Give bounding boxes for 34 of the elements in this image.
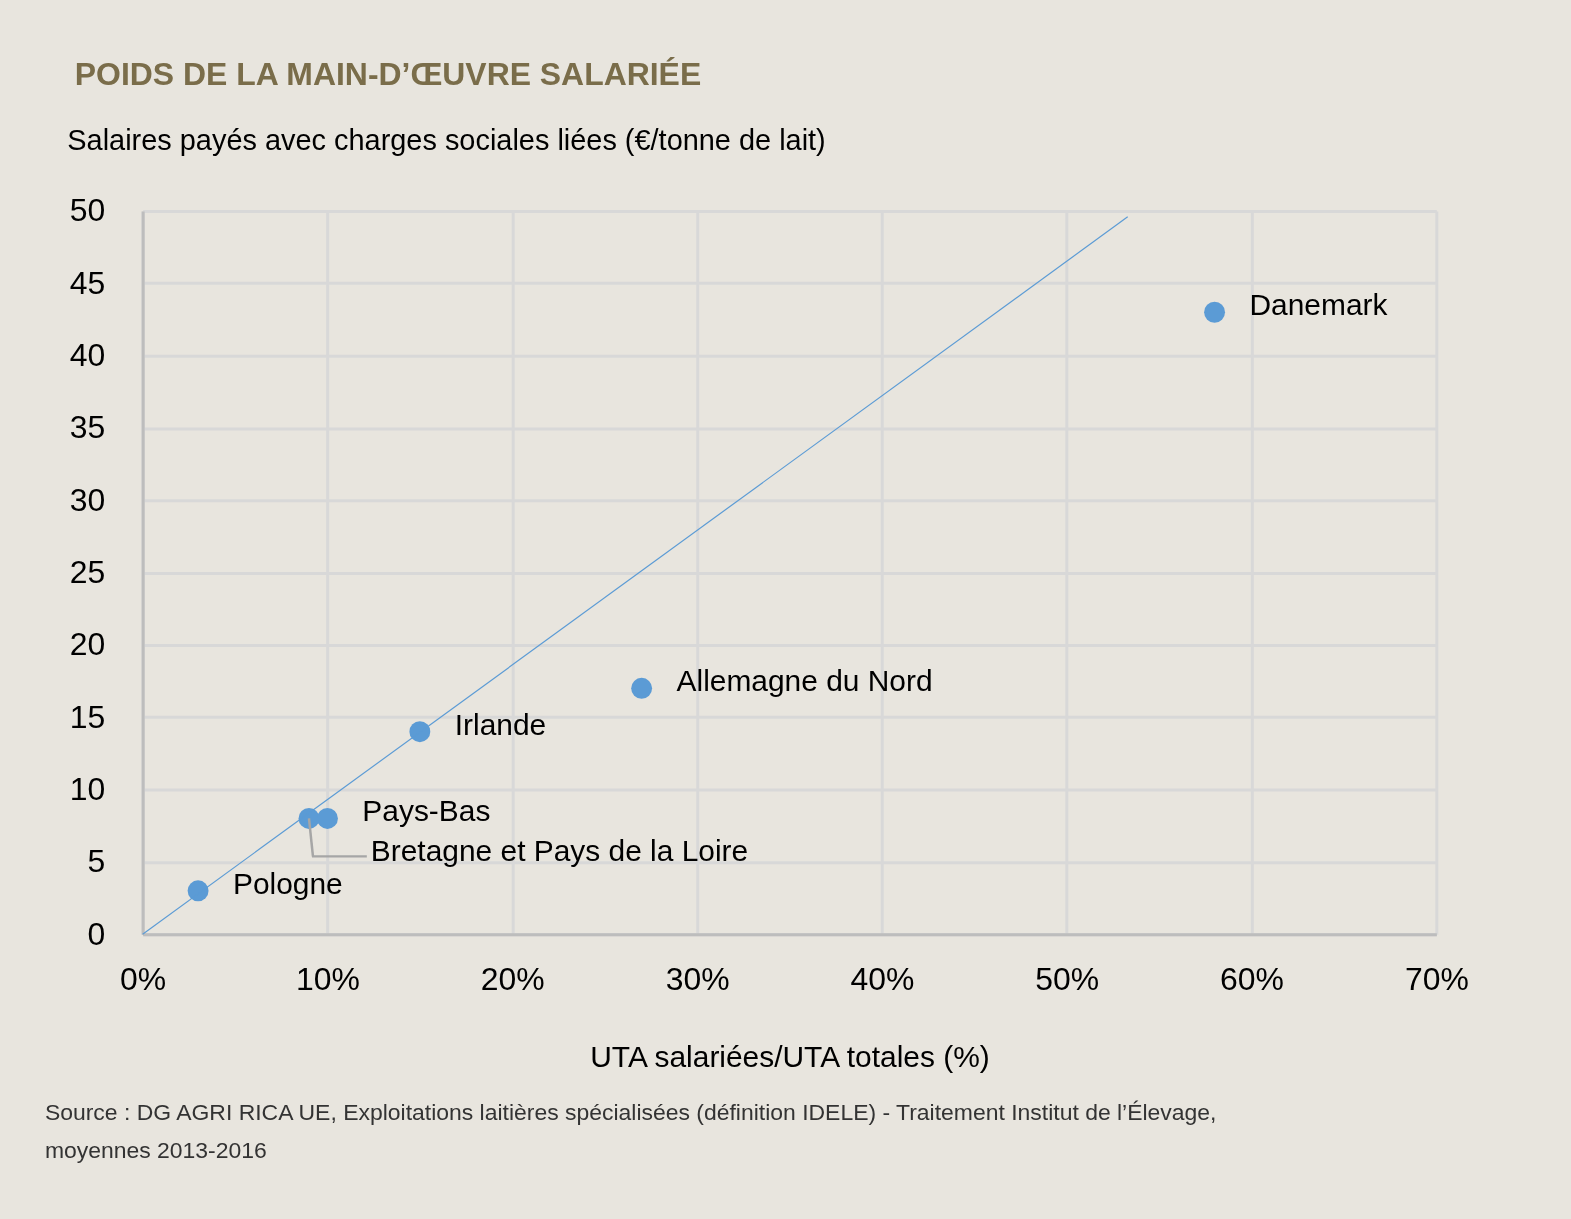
annotation: Irlande xyxy=(454,707,547,741)
x-tick-label: 20% xyxy=(480,960,545,997)
x-tick-label: 60% xyxy=(1220,960,1284,997)
source-note: Source : DG AGRI RICA UE, Exploitations laitières spécialisées (définition IDELE) - Traitement Institut de l’Élevage, moyennes 2013-2016 xyxy=(44,1098,1217,1163)
x-tick-label: 0% xyxy=(120,960,167,997)
annotation: Pays-Bas xyxy=(362,794,491,828)
point xyxy=(1204,301,1226,323)
y-tick-label: 15 xyxy=(69,698,106,735)
x-tick-label: 10% xyxy=(296,960,360,997)
annotation: Pologne xyxy=(232,866,343,900)
y-axis-title: Salaires payés avec charges sociales liées (€/tonne de lait) xyxy=(67,123,826,156)
y-tick-label: 45 xyxy=(69,264,106,301)
annotation: Bretagne et Pays de la Loire xyxy=(370,834,749,868)
x-axis-title: UTA salariées/UTA totales (%) xyxy=(590,1040,990,1074)
annotation: Danemark xyxy=(1249,288,1388,322)
y-tick-label: 50 xyxy=(69,192,106,229)
x-tick-label: 30% xyxy=(665,960,730,997)
y-tick-label: 40 xyxy=(69,337,106,374)
y-tick-label: 10 xyxy=(69,771,106,808)
point xyxy=(409,721,431,743)
x-tick-label: 40% xyxy=(850,960,915,997)
point xyxy=(316,808,338,829)
y-tick-label: 5 xyxy=(87,843,106,880)
annotation: Allemagne du Nord xyxy=(676,664,933,698)
point xyxy=(631,677,653,699)
y-tick-label: 35 xyxy=(69,409,106,446)
y-tick-label: 20 xyxy=(69,626,106,663)
y-tick-label: 0 xyxy=(87,915,106,952)
chart-title: POIDS DE LA MAIN-D’ŒUVRE SALARIÉE xyxy=(74,56,702,93)
x-tick-label: 70% xyxy=(1404,960,1469,997)
x-tick-label: 50% xyxy=(1035,960,1100,997)
y-tick-label: 25 xyxy=(69,554,106,591)
point xyxy=(187,880,209,902)
y-tick-label: 30 xyxy=(69,481,106,518)
